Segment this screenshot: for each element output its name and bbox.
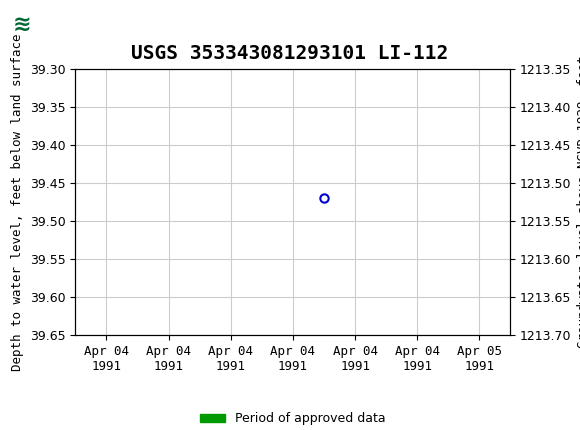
Text: ≋: ≋ bbox=[12, 15, 31, 35]
Y-axis label: Groundwater level above NGVD 1929, feet: Groundwater level above NGVD 1929, feet bbox=[577, 56, 580, 348]
Text: USGS 353343081293101 LI-112: USGS 353343081293101 LI-112 bbox=[132, 44, 448, 63]
Legend: Period of approved data: Period of approved data bbox=[195, 408, 391, 430]
Y-axis label: Depth to water level, feet below land surface: Depth to water level, feet below land su… bbox=[12, 34, 24, 371]
Text: █USGS: █USGS bbox=[12, 15, 70, 37]
